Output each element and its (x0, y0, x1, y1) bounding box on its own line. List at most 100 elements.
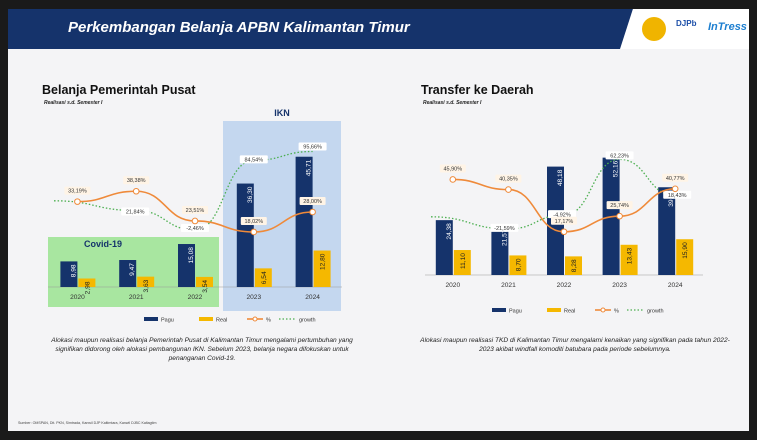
x-tick-2024: 2024 (305, 294, 320, 301)
pct-label-2022: 23,51% (186, 208, 205, 214)
legend-label-pagu: Pagu (509, 309, 522, 315)
label-real-2024: 12,80 (320, 253, 327, 270)
pct-label-2021: 40,35% (499, 177, 518, 183)
pct-label-2024: 28,00% (303, 199, 322, 205)
right-description: Alokasi maupun realisasi TKD di Kalimant… (420, 337, 730, 354)
legend-label-pct: % (614, 309, 619, 315)
bar-pagu-2024 (295, 156, 313, 287)
growth-label-2021: 21,84% (126, 210, 145, 216)
pct-label-2021: 38,38% (127, 178, 146, 184)
pct-marker-2020 (74, 198, 81, 205)
legend-label-pagu: Pagu (161, 318, 174, 324)
x-tick-2023: 2023 (246, 294, 261, 301)
bar-real-2022 (565, 256, 582, 275)
legend-swatch-real (547, 308, 561, 312)
bar-real-2024 (676, 239, 694, 275)
pct-marker-2023 (250, 228, 258, 236)
covid-label: Covid-19 (84, 239, 122, 249)
growth-label-2022: -2,46% (186, 226, 204, 232)
bar-pagu-2020 (60, 261, 78, 287)
growth-label-2023: 84,54% (244, 158, 263, 164)
legend-swatch-real (199, 317, 213, 321)
x-tick-2024: 2024 (668, 282, 683, 289)
right-section-title: Transfer ke Daerah (421, 83, 534, 97)
label-pagu-2021: 9,47 (129, 263, 136, 276)
growth-label-bg-2023 (605, 151, 634, 160)
label-real-2022: 8,28 (571, 259, 578, 272)
growth-label-bg-2021 (121, 207, 150, 216)
pct-marker-2022 (191, 217, 199, 225)
pct-label-bg-2023 (240, 216, 267, 225)
bar-pagu-2023 (236, 183, 254, 287)
legend-label-real: Real (216, 318, 227, 324)
label-real-2024: 15,90 (682, 242, 689, 259)
label-pagu-2020: 8,98 (70, 264, 77, 277)
growth-label-2021: -21,59% (494, 226, 515, 232)
legend-swatch-pagu (492, 308, 506, 312)
growth-label-bg-2022 (181, 223, 209, 232)
growth-label-bg-2022 (548, 210, 576, 219)
intress-logo: InTress (708, 21, 747, 33)
label-pagu-2024: 45,71 (306, 159, 313, 176)
label-pagu-2023: 52,16 (613, 160, 620, 177)
pct-label-bg-2024 (299, 197, 326, 205)
bar-pagu-2021 (119, 260, 137, 287)
kemenkeu-logo-icon (642, 17, 666, 41)
pct-label-2023: 25,74% (610, 203, 629, 209)
pct-label-2022: 17,17% (555, 219, 574, 225)
legend-marker-pct (600, 307, 606, 313)
pct-marker-2021 (132, 187, 140, 195)
pct-marker-2024 (671, 185, 679, 193)
growth-label-2022: -4,92% (553, 212, 571, 218)
bar-real-2020 (78, 278, 96, 287)
label-pagu-2022: 48,18 (557, 169, 564, 186)
x-tick-2020: 2020 (445, 282, 460, 289)
pct-marker-2021 (505, 186, 512, 193)
left-description: Alokasi maupun realisasi belanja Pemerin… (51, 337, 353, 363)
x-tick-2021: 2021 (129, 294, 144, 301)
pct-label-bg-2022 (551, 216, 577, 225)
pct-label-2023: 18,02% (244, 219, 263, 225)
x-tick-2022: 2022 (188, 294, 203, 301)
bar-pagu-2022 (178, 244, 195, 287)
label-real-2020: 2,98 (84, 281, 91, 294)
growth-label-bg-2021 (490, 223, 519, 232)
ikn-label: IKN (274, 108, 290, 118)
djpb-logo: DJPb (676, 19, 697, 28)
label-real-2021: 8,70 (515, 258, 522, 271)
chart-transfer-ke-daerah: 24,38 11,10 2020 21,57 8,70 2021 48,18 8,28 2022… (425, 151, 703, 315)
growth-label-bg-2024 (663, 190, 692, 199)
label-pagu-2023: 36,30 (247, 186, 254, 203)
growth-label-2024: 95,66% (303, 145, 322, 151)
pct-label-bg-2022 (182, 205, 208, 214)
legend-label-pct: % (266, 318, 271, 324)
bar-real-2021 (509, 255, 527, 275)
legend-label-growth: growth (299, 318, 316, 324)
bar-pagu-2020 (435, 220, 453, 275)
header-logo-area (620, 9, 749, 49)
label-real-2023: 6,54 (261, 271, 268, 284)
bar-pagu-2021 (491, 226, 509, 275)
label-real-2022: 3,54 (202, 280, 209, 293)
growth-label-bg-2023 (239, 155, 268, 164)
label-real-2023: 13,43 (627, 247, 634, 264)
growth-label-bg-2024 (298, 142, 327, 151)
x-tick-2021: 2021 (501, 282, 516, 289)
page-title: Perkembangan Belanja APBN Kalimantan Tim… (68, 19, 410, 36)
pct-marker-2020 (449, 176, 457, 183)
legend-swatch-pagu (144, 317, 158, 321)
right-section-subtitle: Realisasi s.d. Semester I (423, 100, 482, 106)
pct-label-2024: 40,77% (666, 176, 685, 182)
header-bar: Perkembangan Belanja APBN Kalimantan Tim… (8, 9, 749, 49)
x-tick-2022: 2022 (557, 282, 572, 289)
pct-label-2020: 33,19% (68, 189, 87, 195)
bar-pagu-2024 (658, 187, 676, 275)
label-real-2020: 11,10 (460, 253, 467, 269)
left-section-subtitle: Realisasi s.d. Semester I (44, 100, 103, 106)
label-pagu-2020: 24,38 (446, 223, 453, 240)
bar-real-2020 (453, 250, 471, 275)
bar-real-2023 (254, 268, 272, 287)
bar-real-2023 (620, 244, 638, 275)
legend-label-growth: growth (647, 309, 664, 315)
pct-marker-2022 (560, 228, 568, 236)
